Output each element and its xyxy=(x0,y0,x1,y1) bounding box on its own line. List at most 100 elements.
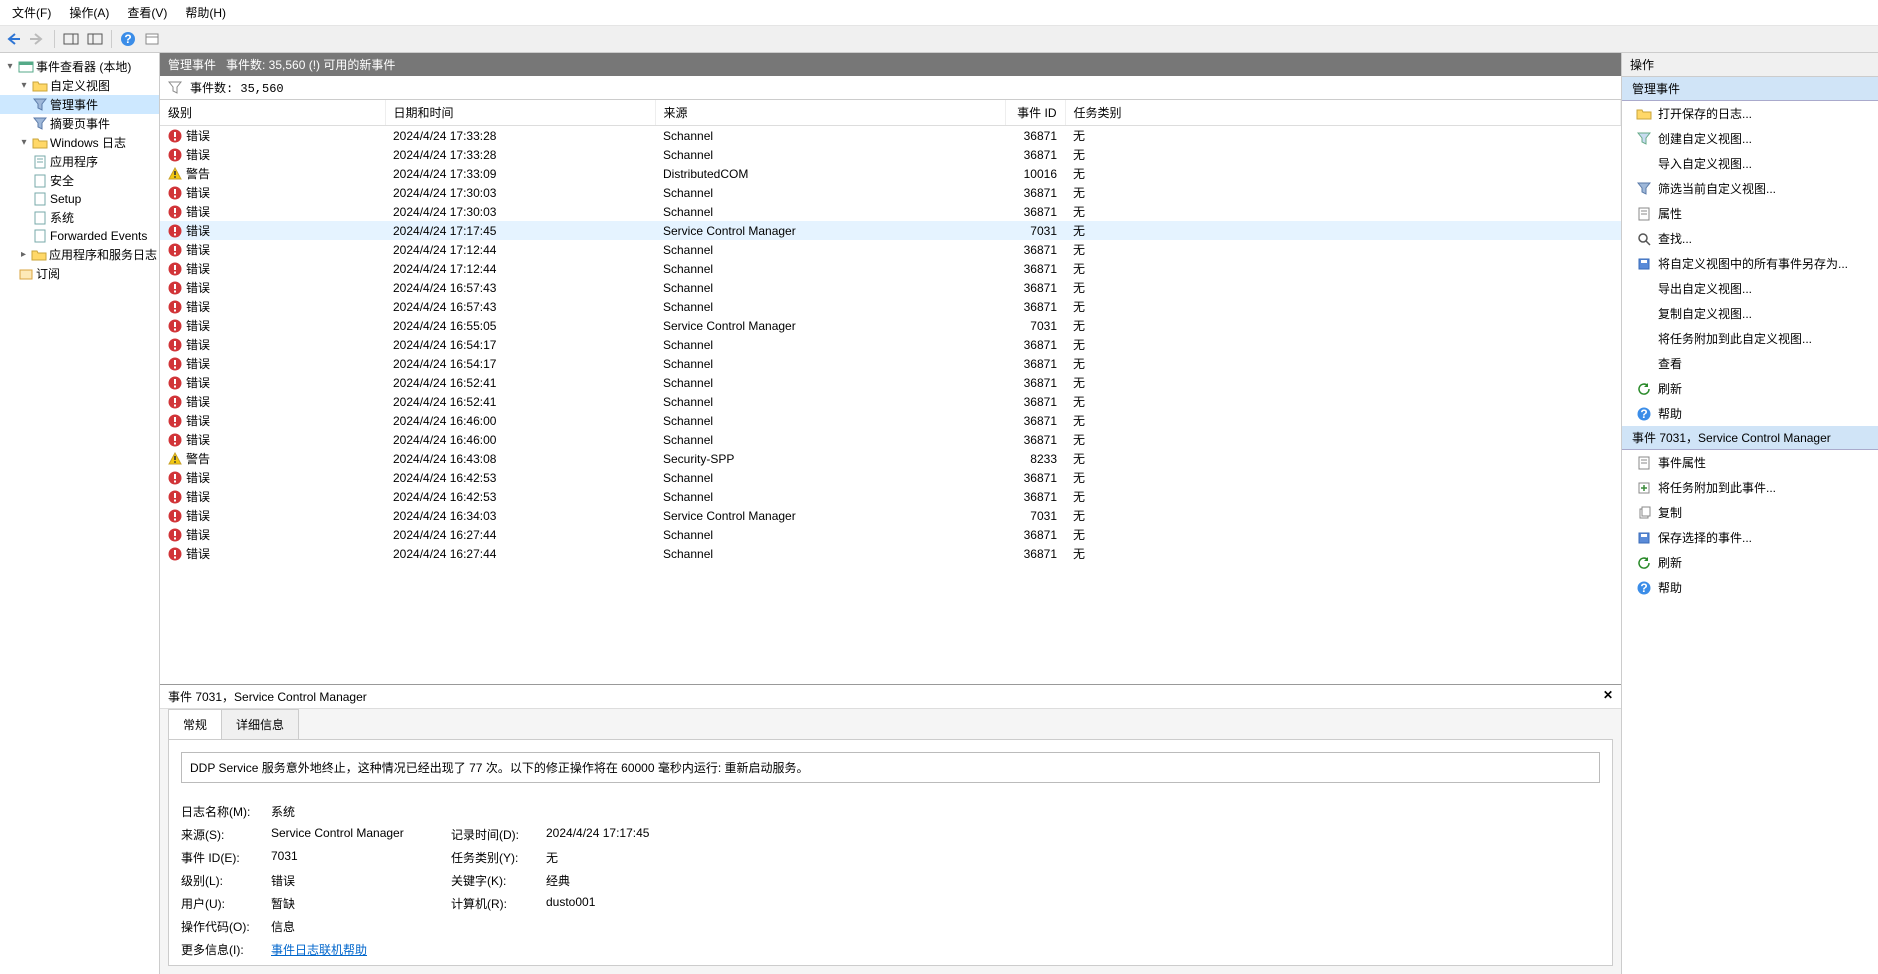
cell-id: 7031 xyxy=(1005,221,1065,240)
log-icon xyxy=(32,173,48,189)
cell-source: Schannel xyxy=(655,126,1005,146)
cell-source: Schannel xyxy=(655,468,1005,487)
tree-application[interactable]: 应用程序 xyxy=(0,152,159,171)
nav-back-button[interactable] xyxy=(4,29,24,49)
col-source[interactable]: 来源 xyxy=(655,100,1005,126)
tree-label: 管理事件 xyxy=(50,96,98,113)
nav-forward-button[interactable] xyxy=(28,29,48,49)
col-category[interactable]: 任务类别 xyxy=(1065,100,1621,126)
action-item[interactable]: 创建自定义视图... xyxy=(1622,126,1878,151)
table-row[interactable]: 错误2024/4/24 16:46:00Schannel36871无 xyxy=(160,430,1621,449)
table-row[interactable]: 错误2024/4/24 17:30:03Schannel36871无 xyxy=(160,202,1621,221)
tree-security[interactable]: 安全 xyxy=(0,171,159,190)
col-level[interactable]: 级别 xyxy=(160,100,385,126)
error-icon xyxy=(168,414,182,428)
tree-windows-logs[interactable]: ▾Windows 日志 xyxy=(0,133,159,152)
error-icon xyxy=(168,129,182,143)
action-item[interactable]: 筛选当前自定义视图... xyxy=(1622,176,1878,201)
tree-admin-events[interactable]: 管理事件 xyxy=(0,95,159,114)
tree-summary-events[interactable]: 摘要页事件 xyxy=(0,114,159,133)
link-moreinfo[interactable]: 事件日志联机帮助 xyxy=(271,941,451,958)
label-keywords: 关键字(K): xyxy=(451,872,546,889)
tree-system[interactable]: 系统 xyxy=(0,208,159,227)
menu-help[interactable]: 帮助(H) xyxy=(177,2,234,23)
action-label: 保存选择的事件... xyxy=(1658,529,1752,546)
cell-id: 36871 xyxy=(1005,354,1065,373)
none-icon xyxy=(1636,156,1652,172)
cell-datetime: 2024/4/24 16:42:53 xyxy=(385,487,655,506)
table-row[interactable]: 错误2024/4/24 16:57:43Schannel36871无 xyxy=(160,278,1621,297)
table-row[interactable]: 错误2024/4/24 16:54:17Schannel36871无 xyxy=(160,354,1621,373)
svg-text:?: ? xyxy=(124,32,131,46)
tree-subscriptions[interactable]: 订阅 xyxy=(0,264,159,283)
filter-count: 事件数: 35,560 xyxy=(190,79,284,96)
table-row[interactable]: 错误2024/4/24 17:12:44Schannel36871无 xyxy=(160,259,1621,278)
tree-forwarded[interactable]: Forwarded Events xyxy=(0,227,159,245)
menu-action[interactable]: 操作(A) xyxy=(61,2,117,23)
properties-button[interactable] xyxy=(142,29,162,49)
action-item[interactable]: ?帮助 xyxy=(1622,575,1878,600)
table-row[interactable]: 错误2024/4/24 16:42:53Schannel36871无 xyxy=(160,468,1621,487)
event-grid[interactable]: 级别 日期和时间 来源 事件 ID 任务类别 错误2024/4/24 17:33… xyxy=(160,100,1621,684)
table-row[interactable]: 错误2024/4/24 16:52:41Schannel36871无 xyxy=(160,373,1621,392)
action-item[interactable]: 将自定义视图中的所有事件另存为... xyxy=(1622,251,1878,276)
tab-details[interactable]: 详细信息 xyxy=(221,709,299,739)
tab-general[interactable]: 常规 xyxy=(168,709,222,739)
table-row[interactable]: 错误2024/4/24 16:54:17Schannel36871无 xyxy=(160,335,1621,354)
table-row[interactable]: 错误2024/4/24 17:17:45Service Control Mana… xyxy=(160,221,1621,240)
col-datetime[interactable]: 日期和时间 xyxy=(385,100,655,126)
table-row[interactable]: 警告2024/4/24 16:43:08Security-SPP8233无 xyxy=(160,449,1621,468)
menu-file[interactable]: 文件(F) xyxy=(4,2,59,23)
grid-header-row[interactable]: 级别 日期和时间 来源 事件 ID 任务类别 xyxy=(160,100,1621,126)
tree-setup[interactable]: Setup xyxy=(0,190,159,208)
value-user: 暂缺 xyxy=(271,895,451,912)
action-pane-toggle[interactable] xyxy=(61,29,81,49)
attach-icon xyxy=(1636,480,1652,496)
navigation-tree[interactable]: ▾事件查看器 (本地) ▾自定义视图 管理事件 摘要页事件 ▾Windows 日… xyxy=(0,53,160,974)
help-button[interactable]: ? xyxy=(118,29,138,49)
cell-category: 无 xyxy=(1065,164,1621,183)
expand-icon[interactable]: ▾ xyxy=(18,137,30,148)
action-item[interactable]: 将任务附加到此自定义视图... xyxy=(1622,326,1878,351)
table-row[interactable]: 错误2024/4/24 16:34:03Service Control Mana… xyxy=(160,506,1621,525)
table-row[interactable]: 错误2024/4/24 16:46:00Schannel36871无 xyxy=(160,411,1621,430)
action-item[interactable]: 刷新 xyxy=(1622,550,1878,575)
cell-datetime: 2024/4/24 17:17:45 xyxy=(385,221,655,240)
table-row[interactable]: 错误2024/4/24 16:55:05Service Control Mana… xyxy=(160,316,1621,335)
action-item[interactable]: 导入自定义视图... xyxy=(1622,151,1878,176)
action-item[interactable]: 导出自定义视图... xyxy=(1622,276,1878,301)
action-item[interactable]: 打开保存的日志... xyxy=(1622,101,1878,126)
action-item[interactable]: 查找... xyxy=(1622,226,1878,251)
action-item[interactable]: 查看 xyxy=(1622,351,1878,376)
table-row[interactable]: 错误2024/4/24 17:33:28Schannel36871无 xyxy=(160,126,1621,146)
action-item[interactable]: 复制自定义视图... xyxy=(1622,301,1878,326)
action-item[interactable]: 属性 xyxy=(1622,201,1878,226)
table-row[interactable]: 错误2024/4/24 16:57:43Schannel36871无 xyxy=(160,297,1621,316)
table-row[interactable]: 错误2024/4/24 17:12:44Schannel36871无 xyxy=(160,240,1621,259)
expand-icon[interactable]: ▾ xyxy=(18,80,30,91)
close-icon[interactable]: ✕ xyxy=(1603,688,1613,705)
action-item[interactable]: 事件属性 xyxy=(1622,450,1878,475)
table-row[interactable]: 错误2024/4/24 17:33:28Schannel36871无 xyxy=(160,145,1621,164)
table-row[interactable]: 错误2024/4/24 16:42:53Schannel36871无 xyxy=(160,487,1621,506)
table-row[interactable]: 错误2024/4/24 16:27:44Schannel36871无 xyxy=(160,544,1621,563)
table-row[interactable]: 错误2024/4/24 17:30:03Schannel36871无 xyxy=(160,183,1621,202)
menu-view[interactable]: 查看(V) xyxy=(119,2,175,23)
action-item[interactable]: 刷新 xyxy=(1622,376,1878,401)
action-item[interactable]: 复制 xyxy=(1622,500,1878,525)
table-row[interactable]: 错误2024/4/24 16:27:44Schannel36871无 xyxy=(160,525,1621,544)
tree-root[interactable]: ▾事件查看器 (本地) xyxy=(0,57,159,76)
expand-icon[interactable]: ▾ xyxy=(4,61,16,72)
action-item[interactable]: 将任务附加到此事件... xyxy=(1622,475,1878,500)
table-row[interactable]: 错误2024/4/24 16:52:41Schannel36871无 xyxy=(160,392,1621,411)
console-tree-toggle[interactable] xyxy=(85,29,105,49)
action-item[interactable]: 保存选择的事件... xyxy=(1622,525,1878,550)
col-id[interactable]: 事件 ID xyxy=(1005,100,1065,126)
expand-icon[interactable]: ▸ xyxy=(18,249,29,260)
action-item[interactable]: ?帮助 xyxy=(1622,401,1878,426)
filter-icon xyxy=(32,97,48,113)
cell-id: 10016 xyxy=(1005,164,1065,183)
table-row[interactable]: 警告2024/4/24 17:33:09DistributedCOM10016无 xyxy=(160,164,1621,183)
tree-app-services-logs[interactable]: ▸应用程序和服务日志 xyxy=(0,245,159,264)
tree-custom-views[interactable]: ▾自定义视图 xyxy=(0,76,159,95)
